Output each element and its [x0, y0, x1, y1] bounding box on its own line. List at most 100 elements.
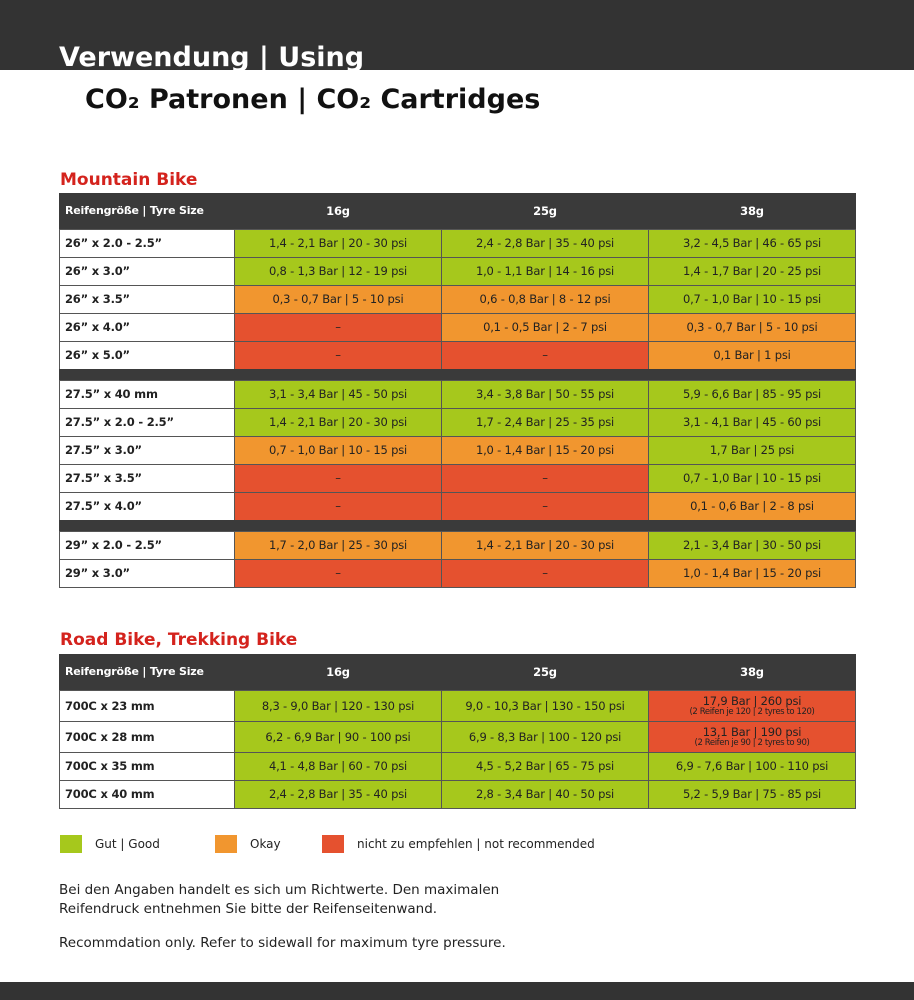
pressure-text: 1,7 - 2,4 Bar | 25 - 35 psi: [475, 415, 614, 430]
tyre-size: 26” x 3.0”: [59, 257, 235, 286]
note: Bei den Angaben handelt es sich um Richt…: [59, 882, 500, 917]
tyre-size: 27.5” x 2.0 - 2.5”: [59, 408, 235, 437]
pressure-text: 8,3 - 9,0 Bar | 120 - 130 psi: [261, 698, 415, 713]
pressure-cell: 0,3 - 0,7 Bar | 5 - 10 psi: [234, 285, 442, 314]
pressure-text: 5,2 - 5,9 Bar | 75 - 85 psi: [682, 787, 821, 802]
pressure-cell: 0,1 - 0,6 Bar | 2 - 8 psi: [648, 492, 856, 521]
pressure-cell: 17,9 Bar | 260 psi (2 Reifen je 120 | 2 t…: [648, 690, 856, 722]
column-header: 16g: [234, 193, 442, 229]
pressure-text: 6,9 - 8,3 Bar | 100 - 120 psi: [468, 729, 622, 744]
pressure-text: 2,4 - 2,8 Bar | 35 - 40 psi: [268, 787, 407, 802]
pressure-cell: –: [441, 464, 649, 493]
pressure-cell: 8,3 - 9,0 Bar | 120 - 130 psi: [234, 690, 442, 722]
title: Verwendung | Using: [59, 42, 365, 70]
pressure-text: 0,1 - 0,6 Bar | 2 - 8 psi: [690, 499, 814, 514]
pressure-text: 1,7 Bar | 25 psi: [709, 443, 795, 458]
legend-label: Gut | Good: [95, 837, 160, 851]
column-header: Reifengröße | Tyre Size: [59, 193, 235, 229]
pressure-cell: –: [234, 559, 442, 588]
pressure-text: 0,7 - 1,0 Bar | 10 - 15 psi: [682, 292, 821, 307]
pressure-cell: 0,6 - 0,8 Bar | 8 - 12 psi: [441, 285, 649, 314]
pressure-cell: 1,4 - 2,1 Bar | 20 - 30 psi: [234, 408, 442, 437]
pressure-cell: 5,2 - 5,9 Bar | 75 - 85 psi: [648, 780, 856, 809]
pressure-text: 4,5 - 5,2 Bar | 65 - 75 psi: [475, 759, 614, 774]
pressure-text: 5,9 - 6,6 Bar | 85 - 95 psi: [682, 387, 821, 402]
subtitle: CO₂ Patronen | CO₂ Cartridges: [85, 84, 541, 115]
pressure-cell: 1,7 - 2,4 Bar | 25 - 35 psi: [441, 408, 649, 437]
pressure-cell: –: [234, 313, 442, 342]
pressure-cell: 0,7 - 1,0 Bar | 10 - 15 psi: [648, 464, 856, 493]
tyre-size: 700C x 35 mm: [59, 752, 235, 781]
legend-label: nicht zu empfehlen | not recommended: [357, 837, 595, 851]
pressure-text: –: [542, 471, 548, 486]
pressure-text: 0,1 Bar | 1 psi: [713, 348, 791, 363]
pressure-cell: 6,9 - 8,3 Bar | 100 - 120 psi: [441, 721, 649, 753]
tyre-size: 700C x 40 mm: [59, 780, 235, 809]
tyre-size: 26” x 5.0”: [59, 341, 235, 370]
pressure-cell: 2,4 - 2,8 Bar | 35 - 40 psi: [441, 229, 649, 258]
pressure-cell: 3,1 - 4,1 Bar | 45 - 60 psi: [648, 408, 856, 437]
pressure-cell: 5,9 - 6,6 Bar | 85 - 95 psi: [648, 380, 856, 409]
column-header: 25g: [441, 654, 649, 690]
pressure-text: 1,4 - 1,7 Bar | 20 - 25 psi: [682, 264, 821, 279]
pressure-cell: 1,0 - 1,1 Bar | 14 - 16 psi: [441, 257, 649, 286]
pressure-cell: 0,7 - 1,0 Bar | 10 - 15 psi: [234, 436, 442, 465]
column-header: 38g: [648, 654, 856, 690]
pressure-cell: 2,1 - 3,4 Bar | 30 - 50 psi: [648, 531, 856, 560]
tyre-size: 27.5” x 40 mm: [59, 380, 235, 409]
pressure-cell: –: [234, 341, 442, 370]
pressure-text: 2,8 - 3,4 Bar | 40 - 50 psi: [475, 787, 614, 802]
pressure-text: 6,2 - 6,9 Bar | 90 - 100 psi: [265, 729, 411, 744]
tyre-size: 27.5” x 3.0”: [59, 436, 235, 465]
pressure-text: –: [335, 566, 341, 581]
pressure-text: 1,4 - 2,1 Bar | 20 - 30 psi: [268, 236, 407, 251]
tyre-size: 26” x 4.0”: [59, 313, 235, 342]
pressure-text: 2,1 - 3,4 Bar | 30 - 50 psi: [682, 538, 821, 553]
pressure-cell: –: [234, 492, 442, 521]
pressure-text: 0,1 - 0,5 Bar | 2 - 7 psi: [483, 320, 607, 335]
separator: [59, 520, 856, 531]
legend-swatch: [322, 835, 344, 853]
pressure-text: 4,1 - 4,8 Bar | 60 - 70 psi: [268, 759, 407, 774]
section-title: Road Bike, Trekking Bike: [60, 630, 298, 650]
pressure-note: (2 Reifen je 120 | 2 tyres to 120): [689, 706, 815, 717]
pressure-cell: 1,4 - 1,7 Bar | 20 - 25 psi: [648, 257, 856, 286]
tyre-size: 27.5” x 4.0”: [59, 492, 235, 521]
pressure-text: 0,8 - 1,3 Bar | 12 - 19 psi: [268, 264, 407, 279]
pressure-cell: –: [441, 341, 649, 370]
pressure-text: –: [335, 471, 341, 486]
pressure-text: 1,0 - 1,4 Bar | 15 - 20 psi: [475, 443, 614, 458]
separator: [59, 369, 856, 380]
note: Recommdation only. Refer to sidewall for…: [59, 935, 506, 951]
tyre-size: 29” x 3.0”: [59, 559, 235, 588]
pressure-cell: 2,8 - 3,4 Bar | 40 - 50 psi: [441, 780, 649, 809]
tyre-size: 27.5” x 3.5”: [59, 464, 235, 493]
pressure-text: 3,4 - 3,8 Bar | 50 - 55 psi: [475, 387, 614, 402]
pressure-cell: –: [234, 464, 442, 493]
header-bar: Verwendung | Using: [0, 0, 914, 70]
column-header: Reifengröße | Tyre Size: [59, 654, 235, 690]
pressure-cell: 3,1 - 3,4 Bar | 45 - 50 psi: [234, 380, 442, 409]
pressure-cell: 0,7 - 1,0 Bar | 10 - 15 psi: [648, 285, 856, 314]
tyre-size: 26” x 2.0 - 2.5”: [59, 229, 235, 258]
pressure-cell: 9,0 - 10,3 Bar | 130 - 150 psi: [441, 690, 649, 722]
pressure-cell: 3,2 - 4,5 Bar | 46 - 65 psi: [648, 229, 856, 258]
column-header: 16g: [234, 654, 442, 690]
pressure-text: 3,2 - 4,5 Bar | 46 - 65 psi: [682, 236, 821, 251]
pressure-cell: 0,8 - 1,3 Bar | 12 - 19 psi: [234, 257, 442, 286]
pressure-cell: –: [441, 492, 649, 521]
pressure-text: 1,4 - 2,1 Bar | 20 - 30 psi: [268, 415, 407, 430]
pressure-cell: 1,7 - 2,0 Bar | 25 - 30 psi: [234, 531, 442, 560]
pressure-text: –: [542, 499, 548, 514]
pressure-text: 1,4 - 2,1 Bar | 20 - 30 psi: [475, 538, 614, 553]
column-header: 25g: [441, 193, 649, 229]
legend-swatch: [60, 835, 82, 853]
pressure-text: 9,0 - 10,3 Bar | 130 - 150 psi: [465, 698, 625, 713]
pressure-text: 1,7 - 2,0 Bar | 25 - 30 psi: [268, 538, 407, 553]
section-title: Mountain Bike: [60, 170, 198, 190]
pressure-text: 0,7 - 1,0 Bar | 10 - 15 psi: [682, 471, 821, 486]
footer-bar: [0, 982, 914, 1000]
pressure-cell: 1,0 - 1,4 Bar | 15 - 20 psi: [441, 436, 649, 465]
pressure-text: –: [335, 499, 341, 514]
